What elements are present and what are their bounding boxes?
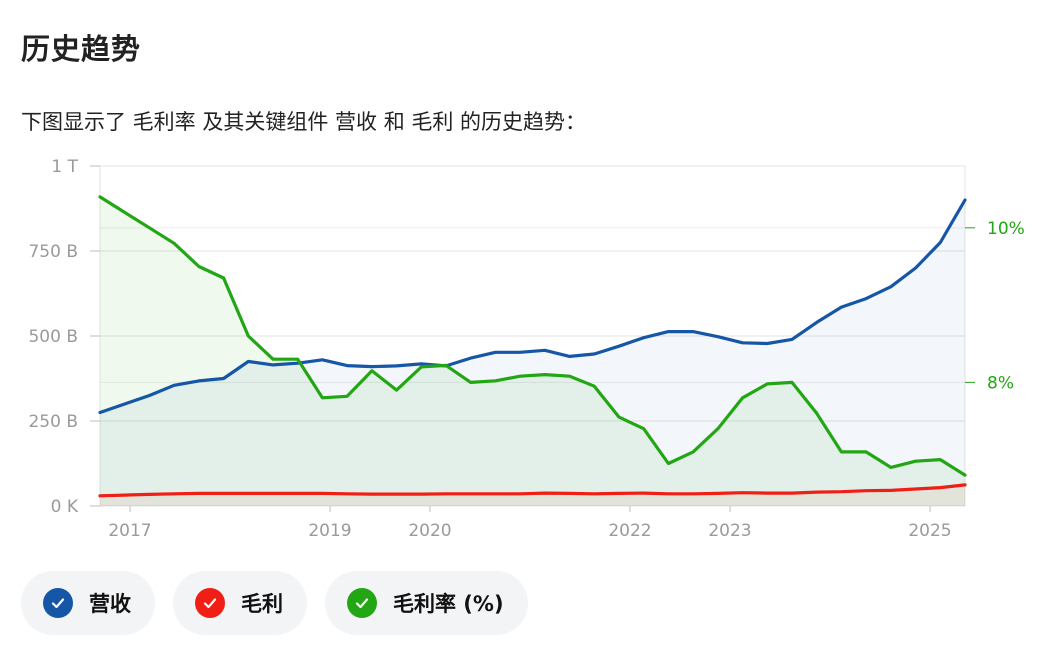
history-trend-chart: 0 K 250 B 500 B 750 B 1 T 8% 10% 2017 2019 2020 20… — [28, 157, 1024, 540]
y-right-tick-label: 10% — [987, 219, 1025, 239]
x-tick-label: 2023 — [708, 521, 751, 540]
page-title: 历史趋势 — [21, 32, 142, 66]
x-tick-label: 2022 — [608, 521, 651, 540]
check-circle-icon — [347, 588, 377, 618]
legend-item-revenue[interactable]: 营收 — [21, 571, 155, 635]
y-right-tick-label: 8% — [987, 373, 1014, 393]
y-left-tick-label: 0 K — [51, 497, 79, 517]
series-revenue-line — [98, 198, 967, 415]
axes: 0 K 250 B 500 B 750 B 1 T 8% 10% 2017 2019 2020 20… — [28, 157, 1024, 540]
series-gross-profit-line — [98, 483, 967, 498]
series-gross-profit-area — [100, 484, 965, 506]
legend-item-gross-margin[interactable]: 毛利率 (%) — [325, 571, 528, 635]
series-revenue-area — [100, 200, 965, 506]
series-gross-margin-area — [100, 196, 965, 506]
x-tick-label: 2017 — [108, 521, 151, 540]
x-tick-label: 2025 — [908, 521, 951, 540]
area-fills — [100, 196, 965, 506]
check-circle-icon — [43, 588, 73, 618]
legend-item-gross-profit[interactable]: 毛利 — [173, 571, 307, 635]
x-tick-label: 2019 — [308, 521, 351, 540]
legend-label: 毛利 — [241, 592, 283, 616]
check-circle-icon — [195, 588, 225, 618]
legend-label: 营收 — [89, 592, 131, 616]
series-gross-margin-line — [98, 195, 967, 477]
x-tick-label: 2020 — [408, 521, 451, 540]
y-left-tick-label: 1 T — [51, 157, 78, 177]
y-left-tick-label: 750 B — [28, 242, 78, 262]
y-left-tick-label: 250 B — [28, 412, 78, 432]
chart-legend: 营收 毛利 毛利率 (%) — [21, 571, 528, 635]
y-left-tick-label: 500 B — [28, 327, 78, 347]
legend-label: 毛利率 (%) — [393, 592, 504, 616]
chart-description: 下图显示了 毛利率 及其关键组件 营收 和 毛利 的历史趋势： — [21, 110, 587, 134]
series-lines — [98, 195, 967, 498]
